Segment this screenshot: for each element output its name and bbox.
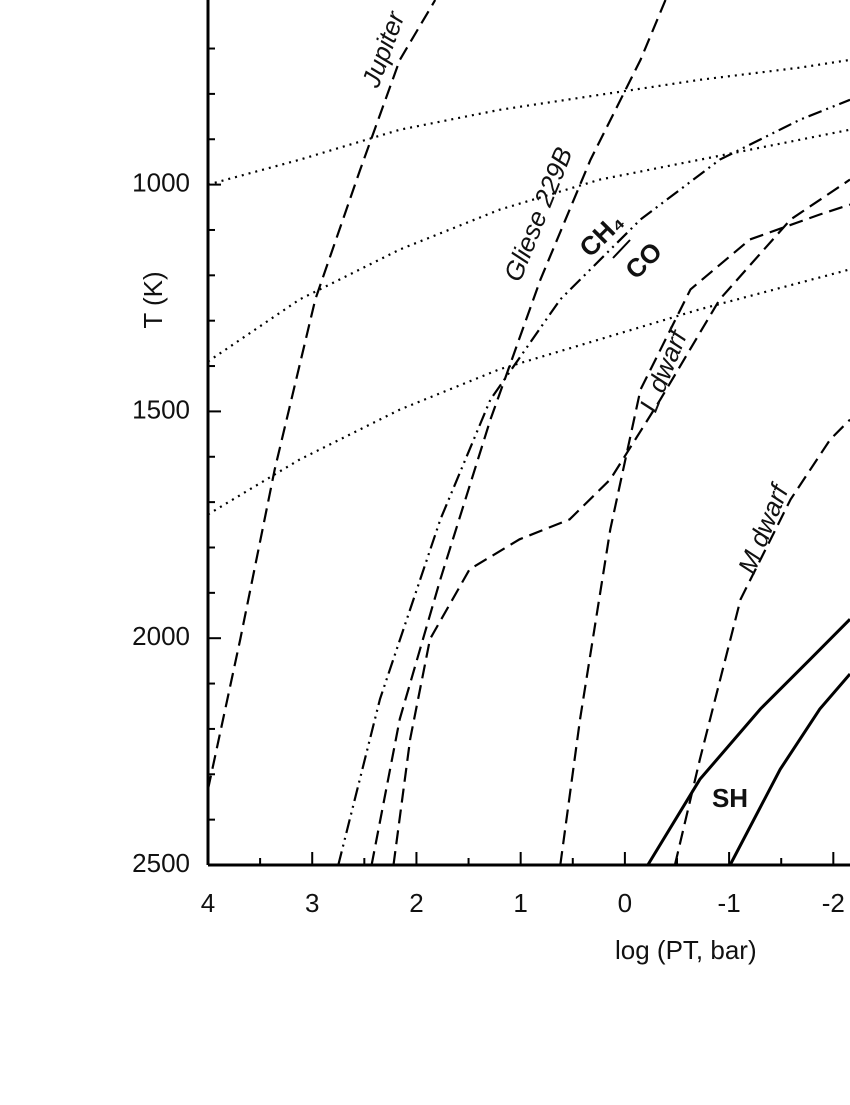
curve [675,420,850,865]
curve-label: Jupiter [355,6,411,92]
curve [208,0,435,789]
y-tick-label: 1000 [132,167,190,197]
y-axis-label: T (K) [138,271,168,328]
y-tick-label: 2500 [132,848,190,878]
curve-label: M dwarf [732,478,795,578]
y-tick-label: 1500 [132,394,190,424]
curve-label: L dwarf [633,324,694,416]
curve [208,269,850,514]
curve [338,100,850,865]
curve [372,0,666,865]
x-tick-label: 1 [513,888,527,918]
curve-label: SH [712,783,748,813]
x-tick-label: -2 [822,888,845,918]
y-tick-label: 2000 [132,621,190,651]
curve [560,205,850,865]
x-tick-label: -1 [718,888,741,918]
curve [730,674,850,865]
x-tick-label: 3 [305,888,319,918]
x-tick-label: 0 [618,888,632,918]
curve [208,60,850,185]
x-tick-label: 4 [201,888,215,918]
x-axis-label: log (PT, bar) [615,935,757,965]
x-tick-label: 2 [409,888,423,918]
curve-label: Gliese 229B [498,143,579,286]
curve-label: CH₄ [573,206,630,263]
